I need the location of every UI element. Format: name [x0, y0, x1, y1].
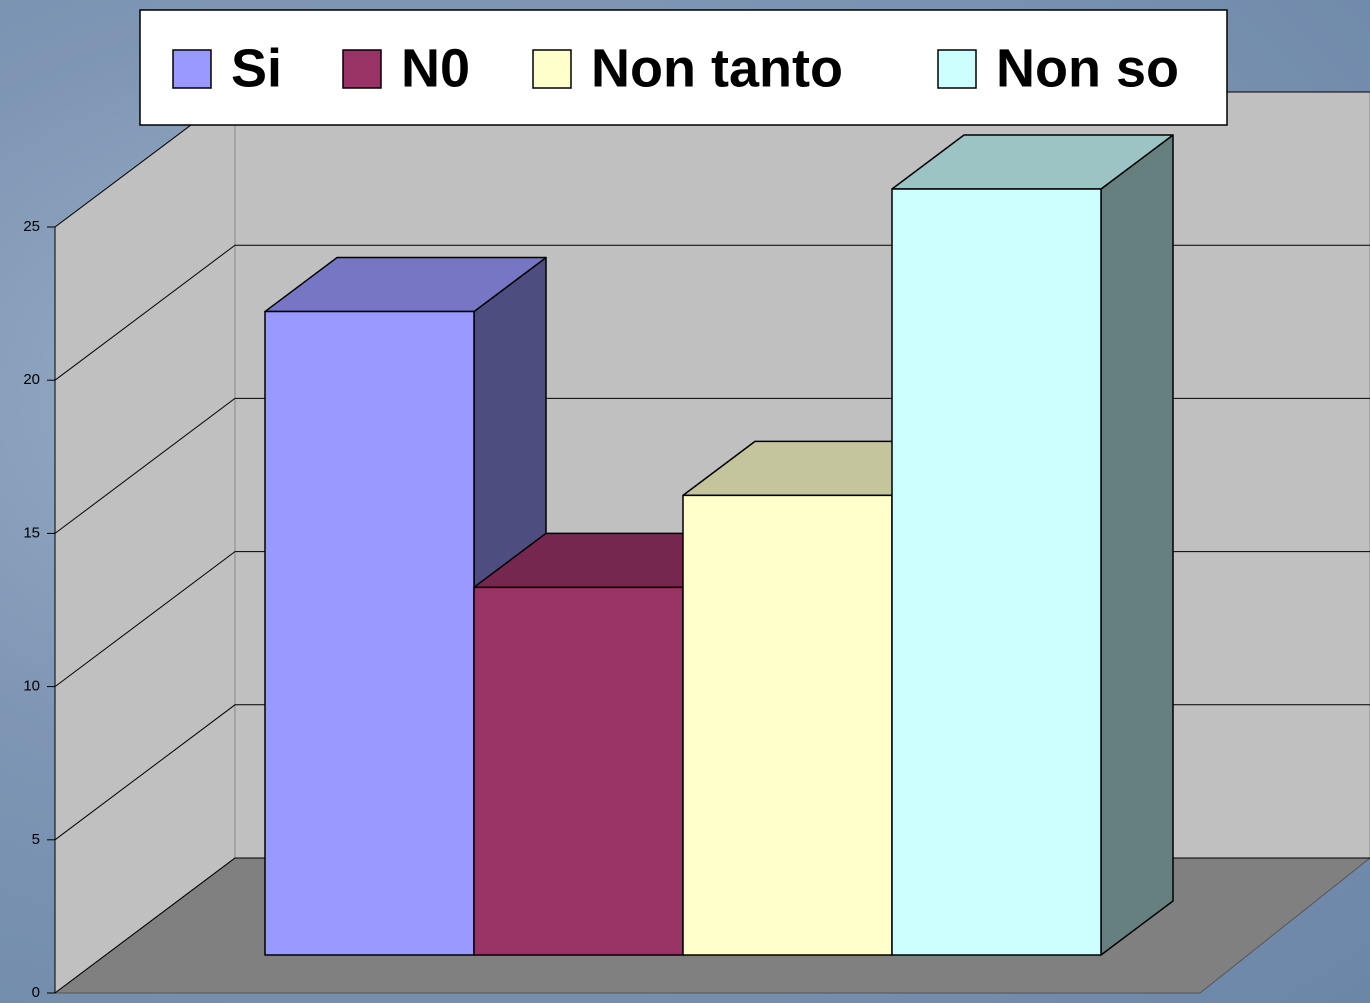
bar-front	[891, 188, 1102, 956]
legend-swatch	[937, 49, 977, 89]
y-tick-label: 0	[32, 984, 40, 1001]
bar-front	[264, 310, 475, 956]
bar	[264, 256, 547, 956]
bar	[891, 134, 1174, 956]
legend-swatch	[342, 49, 382, 89]
y-tick-label: 15	[23, 524, 40, 541]
legend-swatch	[172, 49, 212, 89]
legend-box	[139, 9, 1228, 126]
side-wall	[54, 91, 236, 994]
legend-label: Si	[231, 38, 282, 98]
legend-swatch	[532, 49, 572, 89]
y-tick-label: 5	[32, 831, 40, 848]
y-tick-label: 25	[23, 218, 40, 235]
bar-front	[682, 494, 893, 956]
legend-label: Non tanto	[591, 38, 843, 98]
legend-label: N0	[401, 38, 470, 98]
legend-label: Non so	[996, 38, 1179, 98]
bar-front	[473, 586, 684, 956]
y-tick-label: 10	[23, 678, 40, 695]
bar-side	[1100, 134, 1174, 956]
y-tick-label: 20	[23, 371, 40, 388]
